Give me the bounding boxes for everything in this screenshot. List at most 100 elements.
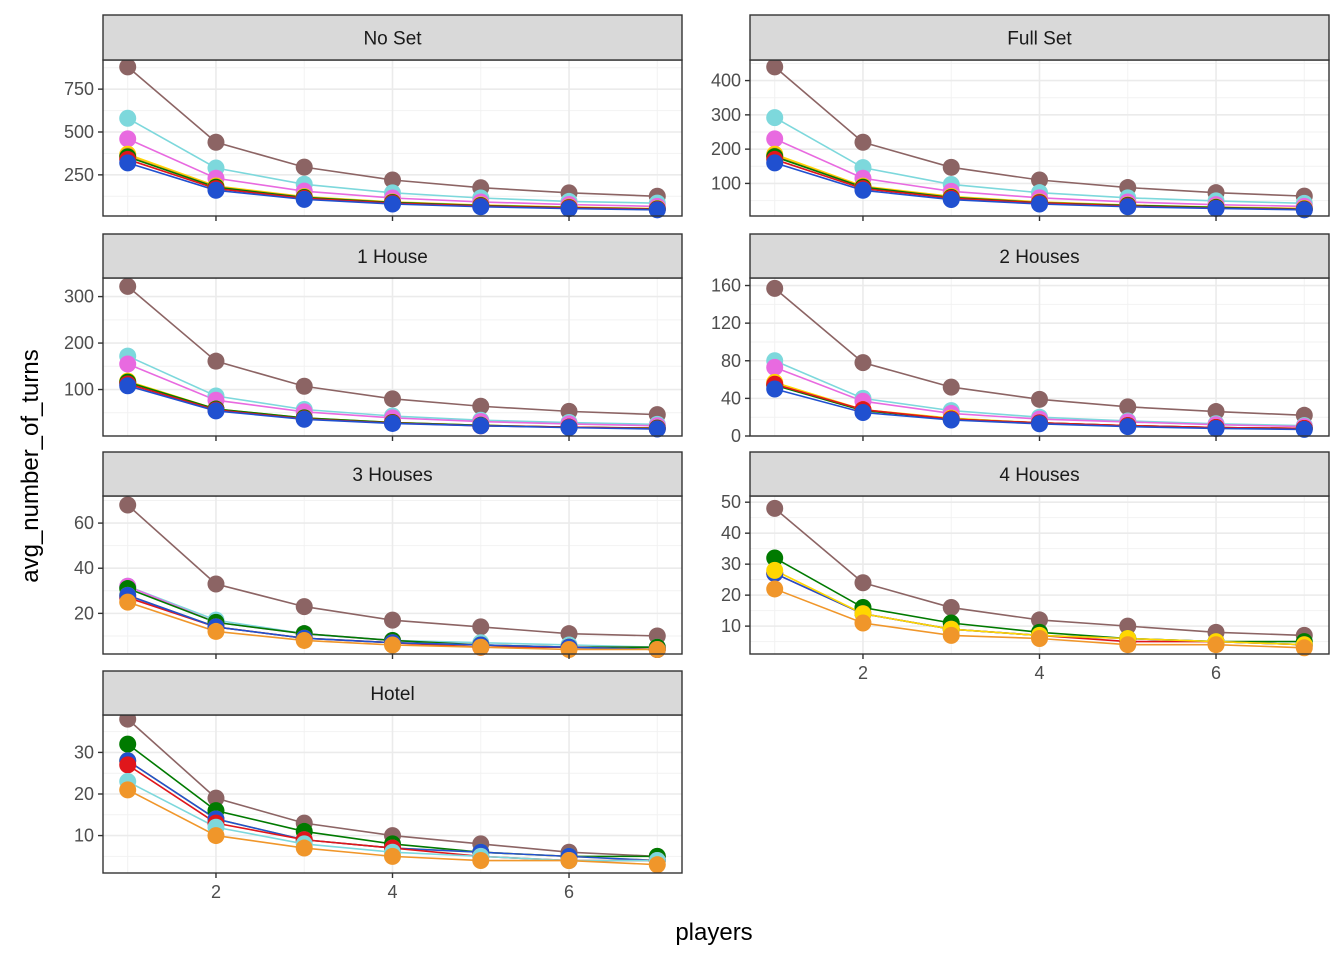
data-point-brown [766,279,784,297]
data-point-pink [119,130,137,148]
facet-strip [102,14,683,61]
data-point-gold [766,561,784,579]
y-tick-label: 20 [74,784,94,804]
data-point-blue [207,181,225,199]
data-point-brown [119,277,137,295]
data-point-cyan [119,109,137,127]
data-point-blue [1295,420,1313,438]
data-point-blue [1295,201,1313,219]
y-tick-label: 40 [74,558,94,578]
x-tick-label: 6 [1211,663,1221,683]
data-point-brown [119,496,137,514]
data-point-blue [472,198,490,216]
y-tick-label: 200 [711,139,741,159]
data-point-brown [295,598,313,616]
data-point-brown [207,789,225,807]
data-point-brown [766,499,784,517]
data-point-brown [942,378,960,396]
data-point-orange [207,622,225,640]
data-point-pink [766,130,784,148]
data-point-orange [648,856,666,874]
data-point-blue [854,181,872,199]
y-tick-label: 30 [74,742,94,762]
data-point-brown [384,390,401,408]
y-tick-label: 40 [721,523,741,543]
data-point-blue [942,191,960,209]
x-tick-label: 4 [1034,663,1044,683]
y-tick-label: 20 [721,585,741,605]
data-point-orange [1031,630,1048,648]
y-tick-label: 400 [711,71,741,91]
data-point-pink [766,358,784,376]
facet-panel: 3 Houses 20 40 60 [74,451,683,659]
data-point-orange [1119,636,1137,654]
data-point-orange [854,614,872,632]
facet-strip-label: No Set [363,29,422,50]
data-point-blue [119,377,137,395]
data-point-blue [766,154,784,172]
facet-strip [749,451,1330,497]
y-tick-label: 250 [64,165,94,185]
data-point-brown [295,158,313,176]
data-point-brown [1031,171,1048,189]
data-point-cyan [766,109,784,127]
data-point-blue [119,154,137,172]
facet-panel: Hotel 10 20 30 2 4 6 [74,670,683,902]
facet-panel: 2 Houses 0 40 80 120 160 [711,233,1330,446]
data-point-blue [1031,415,1048,433]
data-point-brown [207,352,225,370]
y-tick-label: 750 [64,79,94,99]
data-point-orange [560,852,578,870]
data-point-blue [472,417,490,435]
y-tick-label: 100 [64,380,94,400]
data-point-orange [942,626,960,644]
data-point-orange [472,638,490,656]
data-point-blue [295,190,313,208]
data-point-green [119,735,137,753]
data-point-brown [295,377,313,395]
data-point-blue [384,414,401,432]
y-tick-label: 60 [74,513,94,533]
data-point-brown [854,354,872,372]
data-point-blue [384,195,401,213]
data-point-orange [384,847,401,865]
data-point-blue [648,420,666,438]
data-point-orange [766,580,784,598]
data-point-brown [1031,611,1048,629]
data-point-orange [472,852,490,870]
data-point-orange [207,827,225,845]
facet-strip [102,451,683,497]
data-point-blue [1207,199,1225,217]
y-tick-label: 80 [721,351,741,371]
y-tick-label: 40 [721,388,741,408]
data-point-blue [1119,198,1137,216]
facet-strip-label: 1 House [357,247,428,268]
data-point-brown [472,397,490,415]
data-point-blue [854,403,872,421]
data-point-blue [207,402,225,420]
facet-strip-label: 2 Houses [999,247,1079,268]
y-tick-label: 300 [711,105,741,125]
data-point-brown [207,575,225,593]
facet-panel: 1 House 100 200 300 [64,233,683,441]
facet-strip-label: 3 Houses [352,465,432,486]
facet-panel: No Set 250 500 750 [64,14,683,221]
y-tick-label: 200 [64,333,94,353]
data-point-green [766,549,784,567]
data-point-brown [1207,403,1225,421]
y-tick-label: 0 [731,426,741,446]
facet-strip [102,233,683,279]
data-point-brown [384,171,401,189]
y-tick-label: 20 [74,603,94,623]
facet-strip-label: Hotel [370,684,414,705]
data-point-brown [942,158,960,176]
y-tick-label: 500 [64,122,94,142]
y-tick-label: 10 [721,616,741,636]
x-tick-label: 2 [858,663,868,683]
y-tick-label: 160 [711,276,741,296]
data-point-orange [295,839,313,857]
data-point-brown [854,574,872,592]
data-point-blue [1031,195,1048,213]
